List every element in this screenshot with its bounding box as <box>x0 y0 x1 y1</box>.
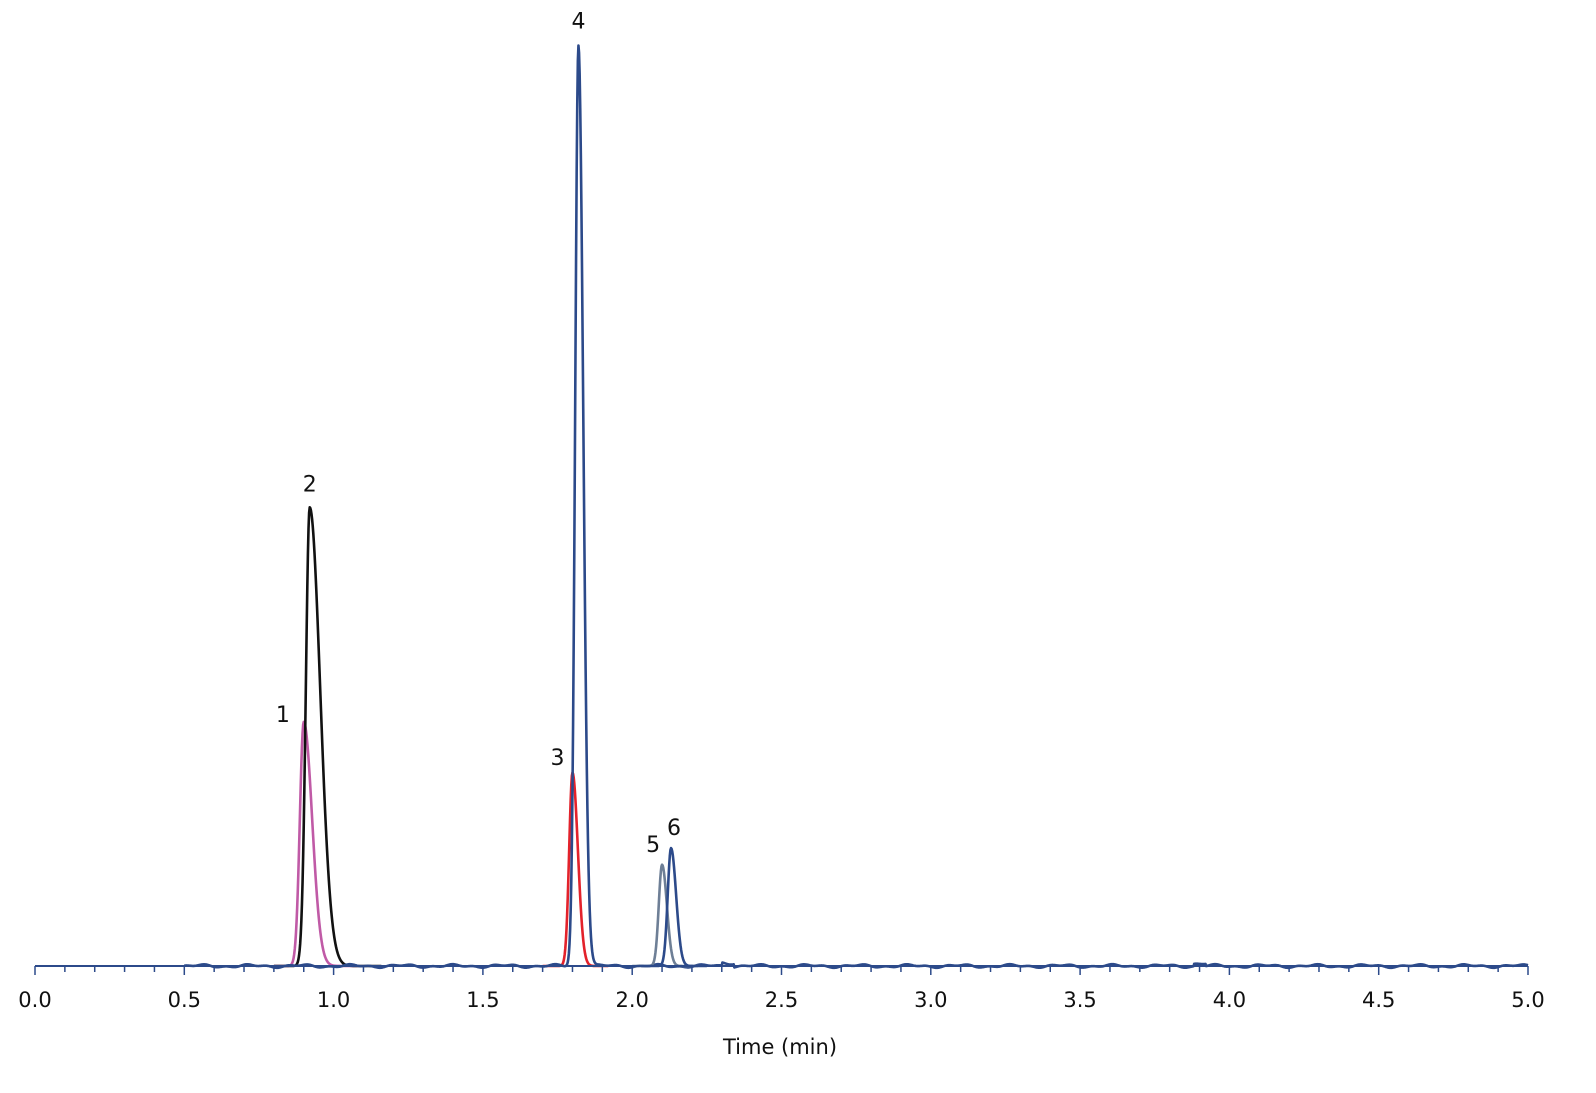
x-tick-label: 4.5 <box>1362 988 1395 1012</box>
peak-label-3: 3 <box>551 746 565 771</box>
peak-labels: 1 2 3 4 56 <box>276 9 681 857</box>
x-axis-title: Time (min) <box>722 1035 837 1059</box>
trace-peak-4 <box>183 44 1529 970</box>
x-tick-label: 2.5 <box>765 988 798 1012</box>
x-tick-label: 5.0 <box>1511 988 1544 1012</box>
x-tick-label: 0.5 <box>168 988 201 1012</box>
x-axis-ticks <box>34 966 1529 975</box>
x-tick-label: 2.0 <box>615 988 648 1012</box>
trace-peak-2 <box>273 506 383 968</box>
x-tick-label: 4.0 <box>1213 988 1246 1012</box>
trace-peak-3 <box>541 771 610 968</box>
x-tick-label: 3.0 <box>914 988 947 1012</box>
trace-layer <box>183 44 1529 970</box>
peak-label-4: 4 <box>571 9 585 34</box>
peak-label-1: 1 <box>276 703 290 728</box>
x-tick-label: 3.5 <box>1063 988 1096 1012</box>
x-axis-tick-labels: 0.0 0.5 1.0 1.5 2.0 2.5 3.0 3.5 4.0 4.5 5.0 <box>18 988 1544 1012</box>
x-tick-label: 0.0 <box>18 988 51 1012</box>
peak-label-2: 2 <box>303 473 317 498</box>
trace-peak-1 <box>273 720 359 968</box>
peak-label-5: 5 <box>646 833 660 858</box>
peak-label-6: 6 <box>667 816 681 841</box>
trace-peak-6 <box>640 846 708 968</box>
x-tick-label: 1.0 <box>317 988 350 1012</box>
x-tick-label: 1.5 <box>466 988 499 1012</box>
